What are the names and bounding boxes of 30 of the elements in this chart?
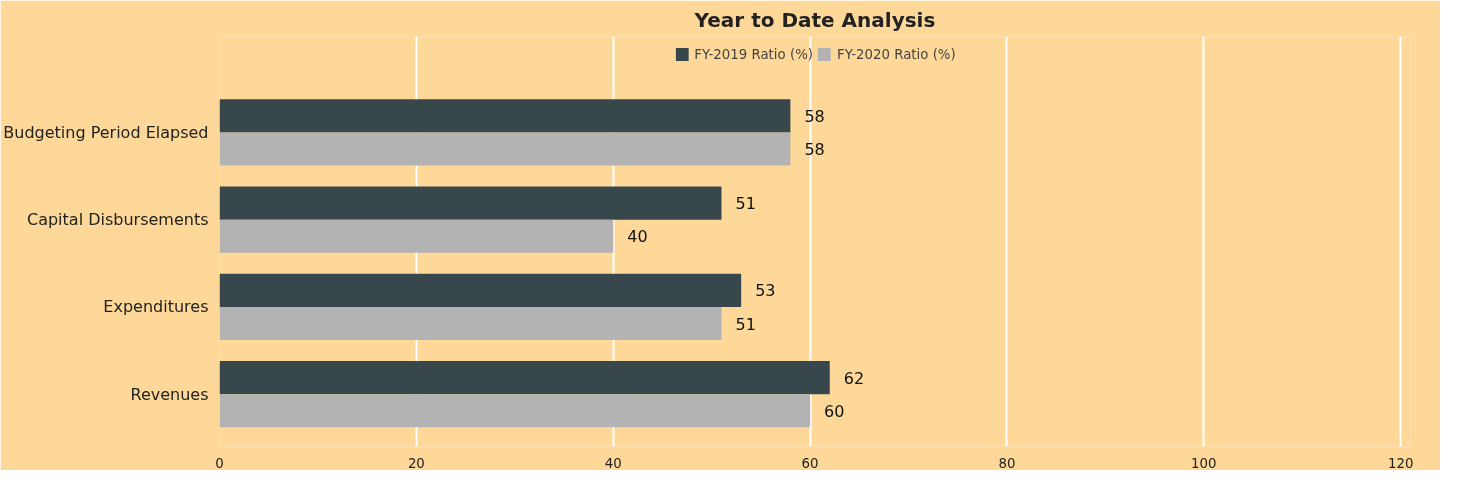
x-tick-label: 80 [998,455,1016,471]
y-tick-label: Budgeting Period Elapsed [3,122,209,142]
bar [219,361,830,395]
bar [219,306,722,341]
bar [219,186,722,220]
x-tick-label: 40 [604,455,622,471]
data-label: 60 [824,401,845,421]
y-tick-label: Expenditures [103,297,209,317]
bar [219,99,791,133]
data-label: 58 [804,106,825,126]
x-tick-label: 60 [801,455,819,471]
data-label: 51 [735,314,756,334]
x-tick-label: 0 [215,455,224,471]
x-tick-label: 120 [1387,455,1414,471]
legend-label: FY-2019 Ratio (%) [694,46,813,62]
x-tick-label: 100 [1191,455,1217,471]
x-tick-label: 20 [407,455,425,471]
legend-label: FY-2020 Ratio (%) [837,46,956,62]
data-label: 40 [627,227,648,247]
data-label: 51 [735,194,756,214]
data-label: 58 [804,140,825,160]
y-tick-label: Revenues [130,384,209,404]
bar [219,132,791,166]
chart-title: Year to Date Analysis [693,7,936,32]
data-label: 53 [755,281,776,301]
bar [219,219,614,253]
bar [219,394,811,428]
y-tick-label: Capital Disbursements [26,210,209,230]
bar [219,273,742,307]
data-label: 62 [843,368,865,388]
